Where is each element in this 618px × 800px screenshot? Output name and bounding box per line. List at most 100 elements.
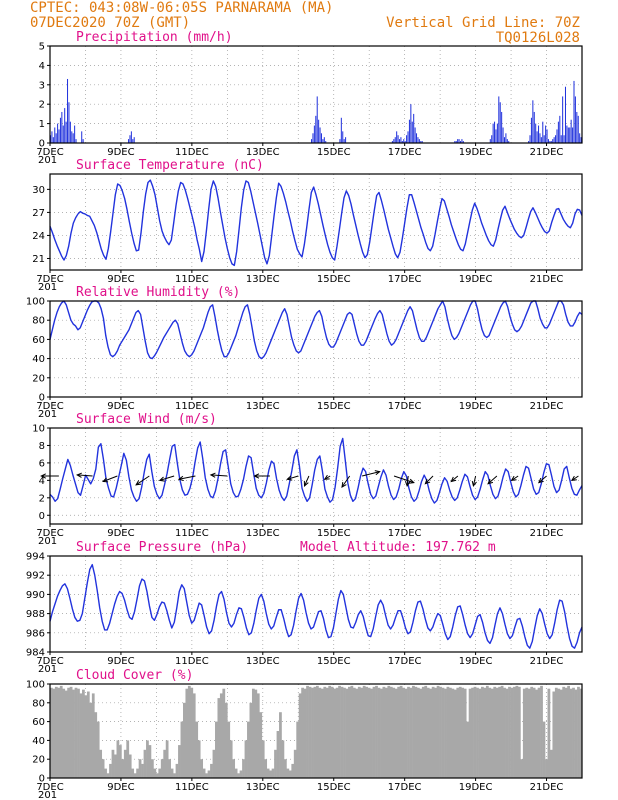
x-tick-label: 17DEC	[388, 528, 422, 539]
y-tick-label: 986	[26, 628, 45, 639]
precip-bar	[535, 123, 537, 143]
cloud-bar	[490, 688, 494, 778]
wind-arrow-head	[537, 477, 544, 484]
precip-bar	[313, 125, 315, 143]
cloud-bar	[234, 768, 238, 778]
y-tick-label: 2	[39, 493, 45, 504]
cloud-bar	[522, 688, 526, 778]
cloud-bar	[387, 685, 391, 778]
cloud-bar	[377, 687, 381, 778]
wind-arrow-head	[303, 480, 309, 487]
cloud-bar	[431, 686, 435, 778]
x-tick-label: 13DEC	[246, 782, 280, 793]
series-line	[49, 179, 583, 267]
cloud-bar	[313, 686, 317, 778]
precip-bar	[546, 129, 548, 143]
cloud-bar	[357, 686, 361, 778]
precip-bar	[406, 135, 408, 143]
wind-arrow-head	[286, 475, 293, 481]
cloud-bar	[197, 740, 201, 778]
precip-bar	[311, 139, 313, 143]
cloud-bar	[178, 745, 181, 778]
cloud-bar	[298, 693, 302, 778]
cloud-bar	[542, 721, 546, 778]
cloud-bar	[325, 687, 329, 778]
cloud-bar	[74, 687, 78, 778]
wind-arrow-shaft	[424, 475, 434, 485]
series-line	[49, 437, 583, 504]
y-tick-label: 80	[32, 698, 45, 709]
cloud-bar	[419, 688, 423, 778]
cloud-bar	[99, 749, 103, 778]
y-tick-label: 0	[39, 393, 45, 404]
cloud-bar	[513, 686, 516, 778]
cloud-bar	[483, 687, 487, 778]
panel-5: 0 20 40 60 80 100 7DEC 9DEC 11DEC 13DEC 15DEC 17DEC…	[26, 668, 583, 800]
wind-arrow-head	[510, 475, 517, 482]
x-tick-label: 7DEC	[36, 401, 63, 412]
precip-bar	[572, 127, 574, 143]
x-tick-label: 15DEC	[317, 401, 351, 412]
cloud-bar	[251, 688, 255, 778]
precip-bar	[459, 141, 462, 143]
precip-bar	[74, 125, 76, 143]
x-tick-label: 7DEC	[36, 274, 63, 285]
precip-bar	[133, 137, 135, 143]
x-tick-label: 17DEC	[388, 274, 422, 285]
wind-arrow	[286, 475, 299, 481]
precip-bar	[455, 141, 457, 143]
cloud-bar	[69, 686, 73, 778]
cloud-bar	[557, 688, 561, 778]
cloud-bar	[50, 687, 53, 778]
precip-bar	[411, 121, 413, 143]
wind-arrow-head	[408, 478, 415, 484]
panel-frame	[49, 555, 583, 653]
cloud-bar	[461, 687, 465, 778]
series-line	[49, 300, 583, 360]
cloud-bar	[382, 686, 386, 778]
precip-bar	[462, 141, 464, 143]
cloud-bar	[195, 721, 199, 778]
cloud-bar	[505, 688, 509, 778]
cloud-bar	[222, 688, 226, 778]
x-tick-label: 9DEC	[107, 401, 134, 412]
cloud-bar	[320, 688, 324, 778]
precip-bar	[71, 131, 73, 143]
x-tick-label: 17DEC	[388, 147, 422, 158]
precip-bar	[562, 96, 564, 143]
cloud-bar	[380, 688, 383, 778]
cloud-bar	[133, 773, 137, 778]
cloud-bar	[271, 768, 275, 778]
wind-arrow-shaft	[178, 475, 196, 480]
cloud-bar	[362, 685, 366, 778]
precip-bar	[559, 115, 561, 143]
cloud-bar	[488, 687, 492, 778]
panel-title: Cloud Cover (%)	[76, 668, 193, 683]
precip-bar	[499, 102, 501, 143]
cloud-bar	[180, 721, 184, 778]
wind-arrow-shaft	[210, 474, 228, 477]
wind-arrow	[393, 475, 415, 484]
wind-arrow-shaft	[304, 475, 310, 487]
x-tick-label: 15DEC	[317, 528, 351, 539]
x-tick-label: 7DEC	[36, 147, 63, 158]
cloud-bar	[116, 740, 120, 778]
cloud-bar	[335, 687, 339, 778]
cloud-bar	[478, 688, 482, 778]
cloud-bar	[266, 768, 270, 778]
wind-arrow-head	[570, 475, 577, 482]
precip-bar	[421, 141, 423, 143]
precip-bar	[505, 133, 507, 143]
precip-bar	[64, 108, 66, 143]
cloud-bar	[128, 754, 132, 778]
wind-arrow-head	[40, 473, 46, 479]
cloud-bar	[296, 721, 300, 778]
wind-arrow-shaft	[538, 475, 547, 483]
y-tick-label: 2	[39, 100, 45, 111]
cloud-bar	[409, 687, 413, 778]
y-tick-label: 27	[32, 208, 45, 219]
precip-bar	[62, 125, 64, 143]
precip-bar	[340, 117, 342, 143]
cloud-bar	[397, 686, 401, 778]
